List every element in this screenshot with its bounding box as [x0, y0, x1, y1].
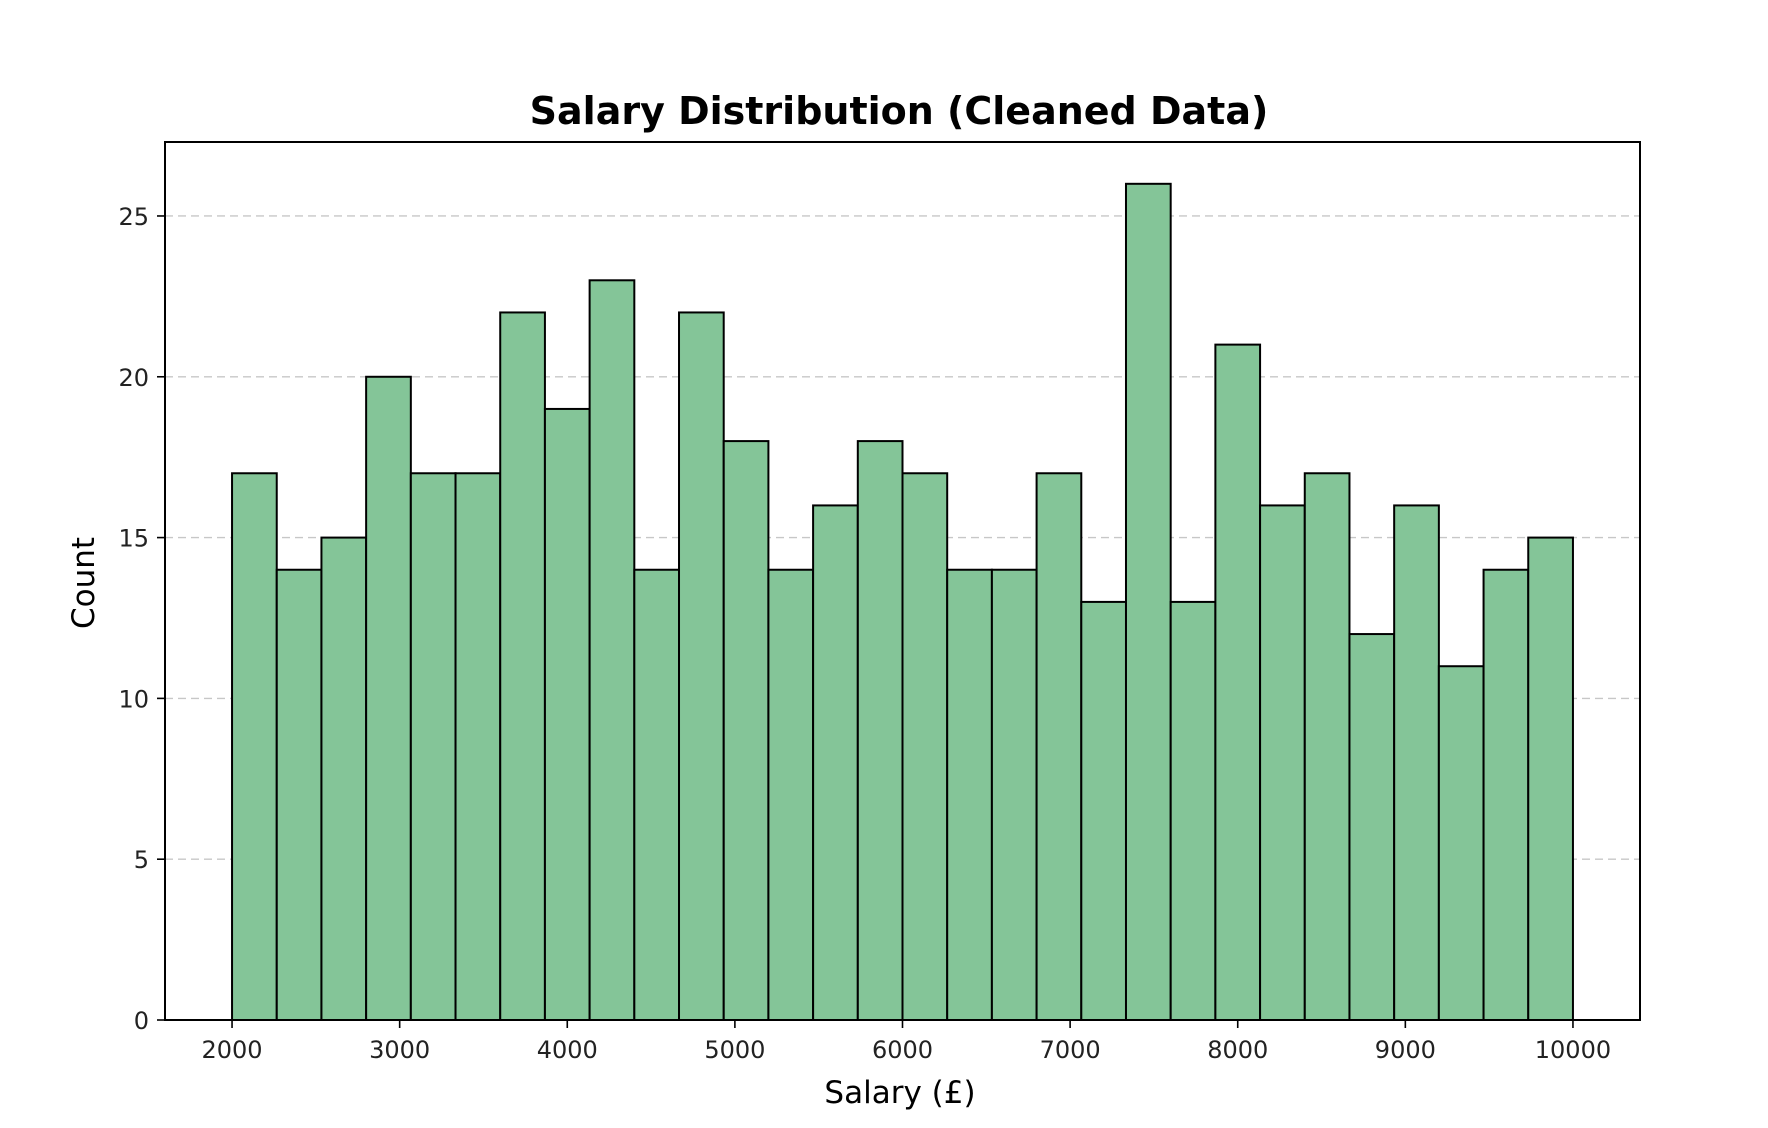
x-tick-label: 5000	[704, 1036, 765, 1064]
x-axis-label: Salary (£)	[824, 1075, 975, 1111]
histogram-bar	[409, 472, 457, 1021]
histogram-bar	[1303, 472, 1351, 1021]
x-tick-label: 8000	[1207, 1036, 1268, 1064]
y-tick-label: 20	[118, 364, 149, 392]
y-axis-label: Count	[66, 537, 102, 629]
histogram-bar	[1214, 343, 1262, 1022]
histogram-bar	[1259, 504, 1306, 1021]
x-tick-label: 4000	[537, 1036, 598, 1064]
y-tick-label: 25	[118, 203, 149, 231]
bars	[231, 182, 1574, 1022]
histogram-bar	[633, 568, 681, 1021]
histogram-bar	[1080, 600, 1127, 1022]
histogram-bar	[275, 568, 323, 1021]
histogram-bar	[901, 472, 949, 1021]
histogram-bar	[1527, 536, 1574, 1021]
y-tick-label: 5	[134, 846, 149, 874]
histogram-bar	[856, 440, 904, 1022]
histogram-bar	[1437, 665, 1485, 1021]
histogram-bar	[722, 440, 770, 1022]
histogram-bar	[767, 568, 815, 1021]
histogram-bar	[1124, 182, 1172, 1022]
histogram-bar	[1482, 568, 1530, 1021]
histogram-bar	[1035, 472, 1083, 1021]
histogram-bar	[365, 375, 412, 1021]
histogram-bar	[1348, 633, 1396, 1021]
x-tick-label: 2000	[202, 1036, 263, 1064]
histogram-bar	[588, 279, 636, 1021]
histogram-bar	[499, 311, 546, 1021]
histogram-bar	[1393, 504, 1440, 1021]
histogram-bar	[231, 472, 278, 1021]
y-tick-label: 10	[118, 685, 149, 713]
histogram-bar	[990, 568, 1038, 1021]
x-axis-ticks: 2000 3000 4000 5000 6000 7000 8000 9000 10000	[202, 1020, 1611, 1064]
x-tick-label: 7000	[1040, 1036, 1101, 1064]
histogram-bar	[454, 472, 502, 1021]
x-tick-label: 9000	[1375, 1036, 1436, 1064]
chart-title: Salary Distribution (Cleaned Data)	[530, 89, 1269, 133]
histogram-bar	[678, 311, 725, 1021]
histogram-bar	[320, 536, 368, 1021]
histogram-bar	[543, 407, 591, 1021]
histogram-bar	[1169, 600, 1217, 1022]
x-tick-label: 10000	[1535, 1036, 1611, 1064]
histogram-bar	[812, 504, 859, 1021]
histogram-bar	[946, 568, 993, 1021]
x-tick-label: 3000	[369, 1036, 430, 1064]
y-axis-ticks: 0 5 10 15 20 25	[118, 203, 165, 1035]
y-tick-label: 0	[134, 1007, 149, 1035]
y-tick-label: 15	[118, 525, 149, 553]
x-tick-label: 6000	[872, 1036, 933, 1064]
